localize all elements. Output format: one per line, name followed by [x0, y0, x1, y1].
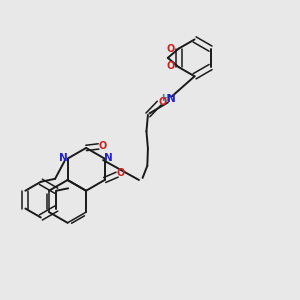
Text: N: N — [59, 153, 68, 163]
Text: N: N — [167, 94, 176, 104]
Text: O: O — [117, 168, 125, 178]
Text: O: O — [98, 141, 106, 152]
Text: N: N — [104, 153, 113, 163]
Text: O: O — [159, 98, 167, 107]
Text: O: O — [166, 61, 174, 71]
Text: O: O — [166, 44, 174, 54]
Text: H: H — [161, 94, 169, 103]
